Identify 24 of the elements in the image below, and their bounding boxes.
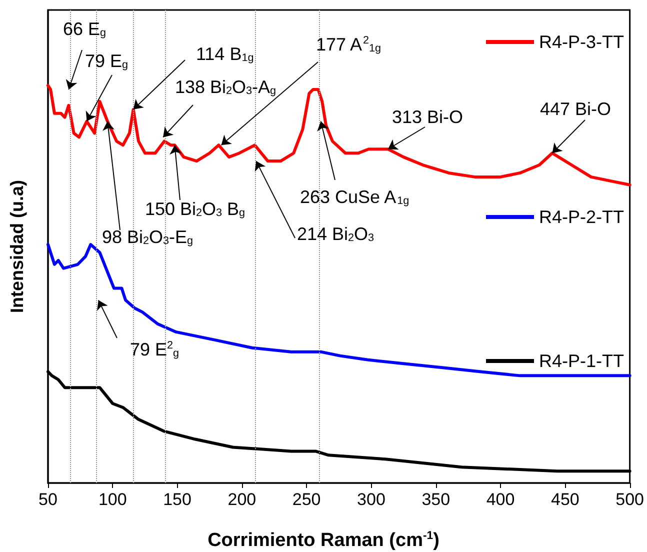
- legend-label: R4-P-2-TT: [539, 207, 624, 227]
- legend-label: R4-P-3-TT: [539, 32, 624, 52]
- annotation: 79 Eg: [85, 51, 128, 72]
- x-tick-label: 450: [550, 490, 580, 509]
- x-tick-label: 500: [616, 490, 644, 509]
- annotation: 98 Bi2O3-Eg: [102, 227, 194, 248]
- annotation: 313 Bi-O: [392, 107, 464, 127]
- x-tick-label: 100: [98, 490, 127, 509]
- annotation: 66 Eg: [63, 19, 106, 40]
- annotation: 447 Bi-O: [540, 99, 612, 119]
- annotation: 214 Bi2O3: [297, 224, 374, 244]
- x-tick-label: 400: [486, 490, 515, 509]
- x-tick-label: 250: [292, 490, 321, 509]
- x-tick-label: 150: [163, 490, 192, 509]
- legend-label: R4-P-1-TT: [539, 351, 624, 371]
- annotation: 138 Bi2O3-Ag: [175, 77, 276, 98]
- annotation: 150 Bi2O3 Bg: [145, 199, 246, 220]
- annotation: 114 B1g: [196, 44, 254, 64]
- x-tick-label: 200: [228, 490, 256, 509]
- y-axis-title: Intensidad (u.a): [7, 180, 27, 314]
- x-tick-label: 350: [422, 490, 450, 509]
- x-tick-label: 300: [357, 490, 386, 509]
- annotation: 263 CuSe A1g: [300, 187, 410, 208]
- x-tick-label: 50: [38, 490, 58, 509]
